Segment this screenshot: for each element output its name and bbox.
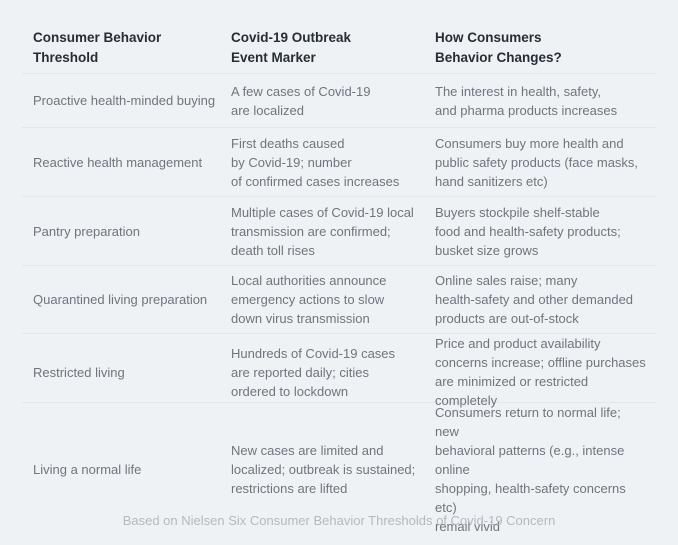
cell-behavior-change: Online sales raise; many health-safety a… (435, 273, 634, 326)
cell-behavior-change: Consumers return to normal life; new beh… (435, 405, 626, 534)
cell-event-marker: A few cases of Covid-19 are localized (231, 83, 371, 118)
table-source-caption: Based on Nielsen Six Consumer Behavior T… (122, 513, 556, 528)
column-header-event-marker: Covid-19 Outbreak Event Marker (231, 30, 352, 65)
cell-event-marker: First deaths caused by Covid-19; number … (231, 135, 400, 189)
table-row: Restricted living Hundreds of Covid-19 c… (22, 334, 656, 408)
cell-behavior-change: The interest in health, safety, and phar… (435, 83, 618, 118)
column-header-behavior-changes: How Consumers Behavior Changes? (435, 30, 562, 65)
cell-threshold: Living a normal life (33, 462, 142, 477)
cell-event-marker: Hundreds of Covid-19 cases are reported … (231, 345, 396, 399)
cell-event-marker: Multiple cases of Covid-19 local transmi… (231, 204, 414, 258)
cell-threshold: Proactive health-minded buying (33, 93, 216, 108)
table-row: Reactive health management First deaths … (22, 128, 656, 197)
cell-threshold: Reactive health management (33, 154, 203, 170)
table-row: Pantry preparation Multiple cases of Cov… (22, 197, 656, 266)
cell-threshold: Restricted living (33, 364, 125, 380)
cell-event-marker: New cases are limited and localized; out… (231, 443, 416, 496)
cell-event-marker: Local authorities announce emergency act… (231, 273, 387, 326)
cell-behavior-change: Consumers buy more health and public saf… (435, 135, 639, 189)
table-row: Proactive health-minded buying A few cas… (22, 74, 656, 128)
cell-behavior-change: Price and product availability concerns … (435, 336, 646, 408)
cell-threshold: Quarantined living preparation (33, 292, 208, 307)
cell-threshold: Pantry preparation (33, 223, 140, 239)
column-header-threshold: Consumer Behavior Threshold (33, 30, 162, 65)
table-header-row: Consumer Behavior Threshold Covid-19 Out… (22, 0, 656, 74)
table-row: Living a normal life New cases are limit… (22, 403, 656, 534)
thresholds-table: Consumer Behavior Threshold Covid-19 Out… (22, 0, 656, 534)
cell-behavior-change: Buyers stockpile shelf-stable food and h… (435, 204, 621, 258)
table-row: Quarantined living preparation Local aut… (22, 266, 656, 334)
